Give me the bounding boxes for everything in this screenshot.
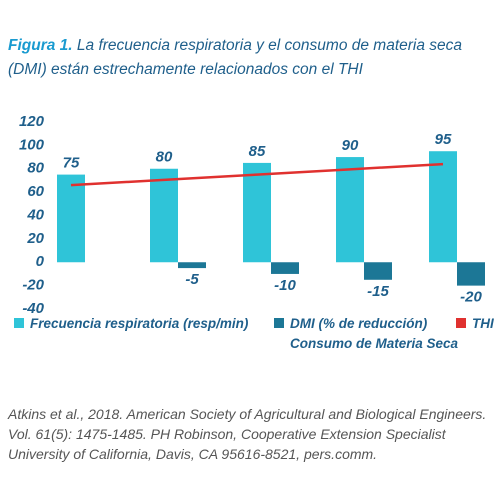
- bar: [150, 168, 178, 263]
- bar: [57, 174, 85, 263]
- legend-swatch: [14, 318, 24, 328]
- value-label: 80: [156, 149, 173, 166]
- legend-swatch: [274, 318, 284, 328]
- value-label: -5: [185, 271, 199, 288]
- y-tick-label: -20: [22, 277, 44, 294]
- y-tick-label: 0: [36, 253, 45, 270]
- y-tick-label: 40: [26, 206, 44, 223]
- bar: [271, 262, 299, 274]
- bar: [457, 262, 485, 286]
- legend-label: Frecuencia respiratoria (resp/min): [30, 316, 249, 331]
- source-note: Atkins et al., 2018. American Society of…: [8, 406, 487, 462]
- bar: [429, 151, 457, 263]
- legend-item: THI: [456, 314, 500, 334]
- bar: [178, 262, 206, 269]
- legend-item: DMI (% de reducción) Consumo de Materia …: [274, 314, 466, 354]
- y-tick-label: -40: [22, 300, 44, 317]
- title-text: La frecuencia respiratoria y el consumo …: [8, 37, 463, 78]
- legend-label: DMI (% de reducción) Consumo de Materia …: [290, 316, 459, 351]
- y-tick-label: 20: [26, 230, 44, 247]
- legend-swatch: [456, 318, 466, 328]
- y-tick-label: 100: [19, 136, 45, 153]
- y-tick-label: 80: [27, 160, 44, 177]
- value-label: 95: [435, 131, 452, 148]
- value-label: -10: [274, 277, 296, 294]
- chart-title: Figura 1. La frecuencia respiratoria y e…: [8, 34, 492, 82]
- legend-item: Frecuencia respiratoria (resp/min): [14, 314, 270, 334]
- bar: [336, 157, 364, 263]
- title-label: Figura 1.: [8, 37, 73, 54]
- value-label: 75: [63, 155, 80, 172]
- value-label: 85: [249, 143, 266, 160]
- line-series: [70, 162, 444, 187]
- y-tick-label: 120: [19, 113, 45, 130]
- bar: [243, 162, 271, 263]
- value-label: 90: [342, 137, 359, 154]
- legend-label: THI: [472, 316, 494, 331]
- value-label: -15: [367, 283, 389, 300]
- y-tick-label: 60: [27, 183, 44, 200]
- value-label: -20: [460, 289, 482, 306]
- bar: [364, 262, 392, 280]
